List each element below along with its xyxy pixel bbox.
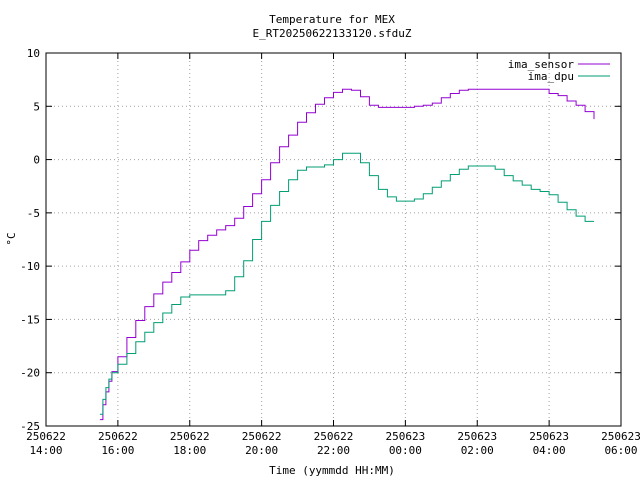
chart-title: Temperature for MEX — [269, 13, 395, 26]
x-tick-date: 250623 — [457, 430, 497, 443]
x-tick-date: 250623 — [386, 430, 426, 443]
x-tick-date: 250622 — [242, 430, 282, 443]
legend-label-ima-dpu: ima_dpu — [528, 70, 574, 83]
x-tick-time: 20:00 — [245, 444, 278, 457]
y-tick-label: 0 — [33, 154, 40, 167]
x-tick-time: 16:00 — [101, 444, 134, 457]
plot-frame — [45, 52, 622, 427]
x-tick-date: 250623 — [601, 430, 640, 443]
y-tick-label: -5 — [27, 207, 40, 220]
x-tick-date: 250623 — [529, 430, 569, 443]
x-tick-date: 250622 — [26, 430, 66, 443]
x-tick-time: 04:00 — [533, 444, 566, 457]
y-axis-label: °C — [5, 232, 18, 245]
y-axis-ticks: 10 5 0 -5 -10 -15 -20 -25 — [20, 47, 621, 433]
legend-label-ima-sensor: ima_sensor — [508, 58, 575, 71]
series-line-ima-dpu — [99, 152, 594, 415]
y-tick-label: 5 — [33, 100, 40, 113]
x-tick-time: 02:00 — [461, 444, 494, 457]
x-axis-ticks: 25062214:0025062216:0025062218:002506222… — [26, 53, 640, 457]
y-tick-label: 10 — [27, 47, 40, 60]
x-tick-date: 250622 — [314, 430, 354, 443]
x-tick-date: 250622 — [98, 430, 138, 443]
y-tick-label: -10 — [20, 260, 40, 273]
x-tick-time: 14:00 — [29, 444, 62, 457]
x-tick-time: 22:00 — [317, 444, 350, 457]
series-lines — [99, 88, 595, 421]
chart-subtitle: E_RT20250622133120.sfduZ — [253, 27, 412, 40]
x-tick-time: 00:00 — [389, 444, 422, 457]
grid-lines — [46, 53, 621, 426]
series-line-ima-sensor — [99, 88, 595, 421]
x-tick-date: 250622 — [170, 430, 210, 443]
y-tick-label: -25 — [20, 420, 40, 433]
y-tick-label: -20 — [20, 367, 40, 380]
y-tick-label: -15 — [20, 313, 40, 326]
x-tick-time: 18:00 — [173, 444, 206, 457]
x-tick-time: 06:00 — [604, 444, 637, 457]
legend: ima_sensor ima_dpu — [508, 58, 610, 83]
x-axis-label: Time (yymmdd HH:MM) — [269, 464, 395, 477]
